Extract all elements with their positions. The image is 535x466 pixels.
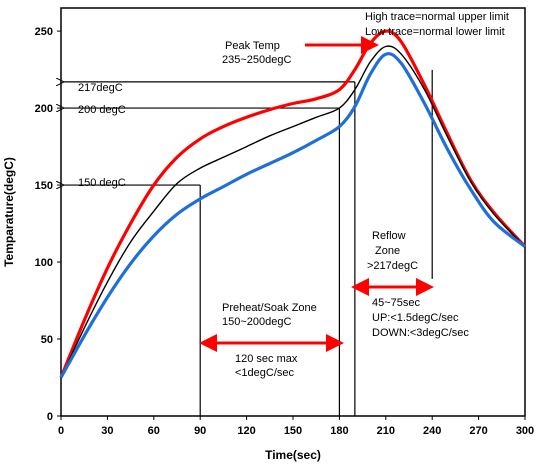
upper-limit-curve [59, 29, 527, 379]
preheat-zone-line2: 150~200degC [222, 316, 291, 328]
x-tick-label: 90 [194, 425, 206, 437]
annotation-arrows [199, 36, 434, 352]
y-tick-label: 250 [35, 26, 53, 38]
legend-note-low: Low trace=normal lower limit [365, 26, 505, 38]
reflow-time: 45~75sec [372, 297, 421, 309]
lower-limit-curve [59, 52, 526, 379]
label-200: 200 degC [78, 104, 126, 116]
label-217: 217degC [78, 82, 123, 94]
x-tick-label: 270 [469, 425, 487, 437]
nominal-curve [60, 45, 526, 378]
peak-temp-range: 235~250degC [222, 54, 291, 66]
reflow-zone-line1: Reflow [372, 230, 406, 242]
reflow-zone-line3: >217degC [367, 260, 418, 272]
y-tick-label: 0 [47, 411, 53, 423]
x-axis-title: Time(sec) [265, 448, 321, 462]
y-tick-label: 100 [35, 257, 53, 269]
y-axis-ticks: 0 50 100 150 200 250 [35, 26, 61, 423]
temperature-curves [59, 29, 527, 379]
x-axis-ticks: 0 30 60 90 120 150 180 210 240 270 300 [58, 416, 534, 437]
reflow-up-rate: UP:<1.5degC/sec [372, 312, 459, 324]
x-tick-label: 30 [101, 425, 113, 437]
label-150: 150 degC [78, 177, 126, 189]
preheat-rate: <1degC/sec [235, 367, 295, 379]
preheat-time: 120 sec max [235, 353, 298, 365]
x-tick-label: 180 [330, 425, 348, 437]
x-tick-label: 240 [423, 425, 441, 437]
y-tick-label: 150 [35, 180, 53, 192]
x-tick-label: 210 [377, 425, 395, 437]
y-tick-label: 50 [41, 334, 53, 346]
x-tick-label: 300 [516, 425, 534, 437]
x-tick-label: 0 [58, 425, 64, 437]
peak-temp-label: Peak Temp [225, 40, 280, 52]
preheat-zone-line1: Preheat/Soak Zone [222, 302, 317, 314]
x-tick-label: 150 [284, 425, 302, 437]
y-tick-label: 200 [35, 103, 53, 115]
x-tick-label: 60 [148, 425, 160, 437]
reflow-zone-line2: Zone [375, 245, 400, 257]
legend-note-high: High trace=normal upper limit [365, 11, 509, 23]
reflow-down-rate: DOWN:<3degC/sec [372, 327, 469, 339]
y-axis-title: Temparature(degC) [2, 157, 16, 267]
x-tick-label: 120 [237, 425, 255, 437]
